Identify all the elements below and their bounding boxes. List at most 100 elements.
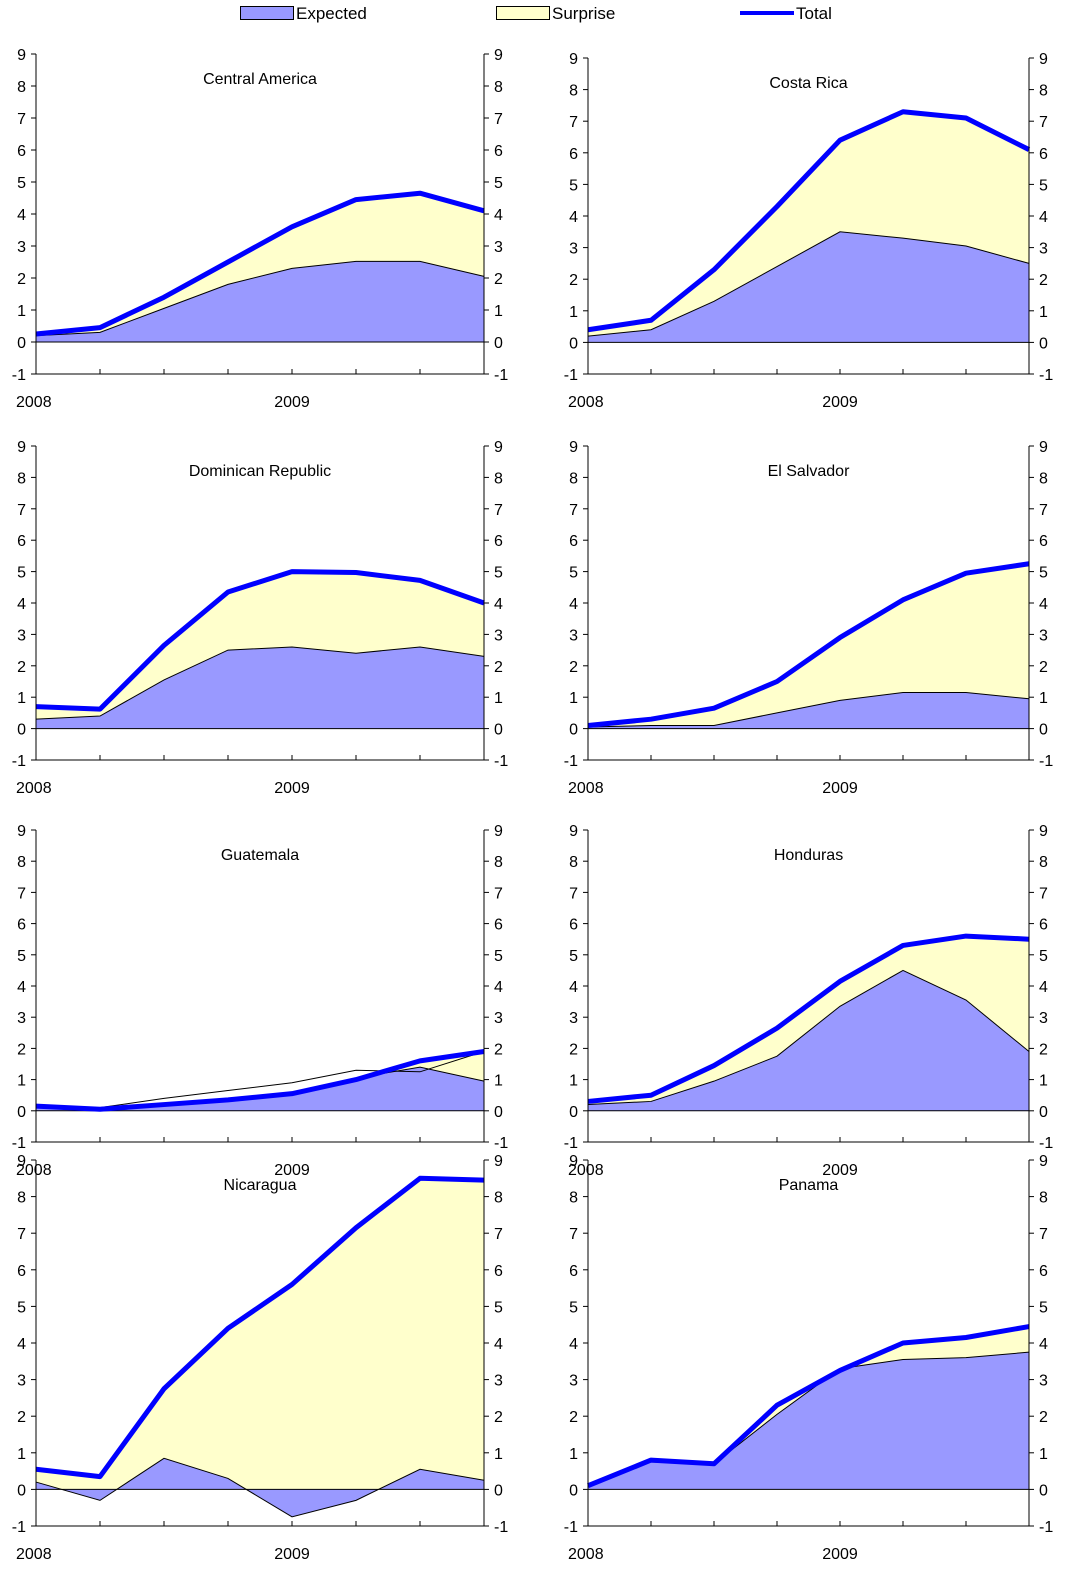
y-tick-label-right: 1 (494, 1073, 503, 1090)
y-tick-label-right: 0 (494, 1104, 503, 1121)
y-tick-label-left: 1 (569, 1073, 578, 1090)
y-tick-label-right: 9 (494, 47, 503, 64)
y-tick-label-right: 8 (1039, 854, 1048, 871)
y-tick-label-left: 9 (569, 1153, 578, 1170)
y-tick-label-left: 6 (17, 533, 26, 550)
total-line (587, 109, 1031, 333)
expected-area (36, 261, 484, 342)
y-tick-label-left: 4 (17, 1336, 26, 1353)
y-tick-label-right: 4 (1039, 209, 1048, 226)
y-tick-label-left: 8 (569, 854, 578, 871)
x-tick-label: 2008 (568, 780, 604, 797)
chart-title: Nicaragua (224, 1177, 297, 1194)
y-tick-label-left: 4 (569, 209, 578, 226)
chart-title: Dominican Republic (189, 463, 331, 480)
y-tick-label-right: 6 (494, 1263, 503, 1280)
x-tick-label: 2008 (16, 1546, 52, 1563)
chart-title: Honduras (774, 847, 843, 864)
y-tick-label-left: 2 (569, 1409, 578, 1426)
total-line (35, 190, 485, 337)
y-tick-label-right: 5 (1039, 948, 1048, 965)
legend-item-expected: Expected (240, 4, 367, 24)
total-line (35, 569, 485, 712)
y-tick-label-right: -1 (494, 1519, 508, 1536)
y-tick-label-right: 3 (1039, 1373, 1048, 1390)
y-tick-label-right: 1 (494, 303, 503, 320)
surprise-area (588, 1326, 1029, 1486)
y-tick-label-left: 2 (569, 1041, 578, 1058)
x-tick-label: 2009 (274, 1546, 310, 1563)
expected-line (587, 691, 1030, 728)
y-tick-label-left: 5 (569, 565, 578, 582)
y-tick-label-left: 0 (569, 1482, 578, 1499)
expected-area (36, 646, 484, 729)
x-tick-label: 2008 (568, 1162, 604, 1179)
y-tick-label-left: 2 (17, 659, 26, 676)
x-tick-label: 2008 (16, 1162, 52, 1179)
y-tick-label-left: 7 (17, 111, 26, 128)
expected-line (35, 646, 485, 720)
y-tick-label-left: 4 (17, 207, 26, 224)
total-line (587, 933, 1030, 1104)
x-tick-label: 2009 (274, 394, 310, 411)
expected-line (35, 1457, 485, 1518)
expected-area (588, 1352, 1029, 1490)
expected-line (35, 260, 485, 337)
chart-el-salvador: -1 -1 0 0 1 1 2 2 3 3 4 4 5 5 6 6 7 7 8 8 9 9 2008 2009 El Salva… (564, 439, 1054, 797)
y-tick-label-right: 3 (1039, 1010, 1048, 1027)
legend-swatch-surprise (496, 6, 550, 21)
y-tick-label-left: 7 (17, 1226, 26, 1243)
y-tick-label-right: 2 (1039, 1409, 1048, 1426)
x-tick-label: 2008 (568, 1546, 604, 1563)
y-tick-label-right: 1 (1039, 1446, 1048, 1463)
y-tick-label-right: 2 (494, 1041, 503, 1058)
y-tick-label-left: 5 (17, 565, 26, 582)
y-tick-label-right: -1 (1039, 367, 1053, 384)
x-tick-label: 2009 (822, 394, 858, 411)
y-tick-label-left: 1 (17, 303, 26, 320)
y-tick-label-right: 0 (1039, 722, 1048, 739)
y-tick-label-right: 1 (1039, 1073, 1048, 1090)
y-tick-label-right: 5 (494, 948, 503, 965)
y-tick-label-left: -1 (564, 1519, 578, 1536)
y-tick-label-left: 6 (17, 917, 26, 934)
y-tick-label-left: 2 (17, 1041, 26, 1058)
y-tick-label-right: 5 (494, 565, 503, 582)
y-tick-label-left: 3 (17, 1010, 26, 1027)
y-tick-label-left: 4 (17, 979, 26, 996)
total-line (35, 1049, 485, 1112)
y-tick-label-right: 6 (1039, 1263, 1048, 1280)
y-tick-label-left: 8 (569, 1190, 578, 1207)
y-tick-label-right: 7 (1039, 1226, 1048, 1243)
y-tick-label-right: 2 (494, 659, 503, 676)
y-tick-label-right: 9 (1039, 1153, 1048, 1170)
y-tick-label-right: 8 (494, 79, 503, 96)
y-tick-label-right: 4 (1039, 596, 1048, 613)
y-tick-label-left: -1 (12, 753, 26, 770)
y-tick-label-right: -1 (494, 1135, 508, 1152)
expected-area (588, 231, 1029, 343)
y-tick-label-left: 5 (17, 175, 26, 192)
y-tick-label-right: 1 (1039, 304, 1048, 321)
surprise-area (36, 193, 484, 336)
y-tick-label-left: 8 (17, 79, 26, 96)
y-tick-label-left: 2 (569, 659, 578, 676)
y-tick-label-right: 9 (494, 823, 503, 840)
y-tick-label-left: 5 (569, 1299, 578, 1316)
y-tick-label-right: 6 (494, 143, 503, 160)
legend-item-surprise: Surprise (496, 4, 615, 24)
y-tick-label-right: 7 (494, 885, 503, 902)
y-tick-label-left: 3 (17, 627, 26, 644)
y-tick-label-right: 2 (1039, 272, 1048, 289)
total-line (35, 1175, 485, 1480)
y-tick-label-right: 8 (494, 470, 503, 487)
y-tick-label-right: 0 (494, 335, 503, 352)
y-tick-label-right: 4 (494, 596, 503, 613)
y-tick-label-right: 0 (1039, 335, 1048, 352)
y-tick-label-left: 7 (569, 1226, 578, 1243)
legend-label-total: Total (796, 4, 832, 23)
y-tick-label-left: 7 (17, 502, 26, 519)
y-tick-label-right: 3 (1039, 241, 1048, 258)
